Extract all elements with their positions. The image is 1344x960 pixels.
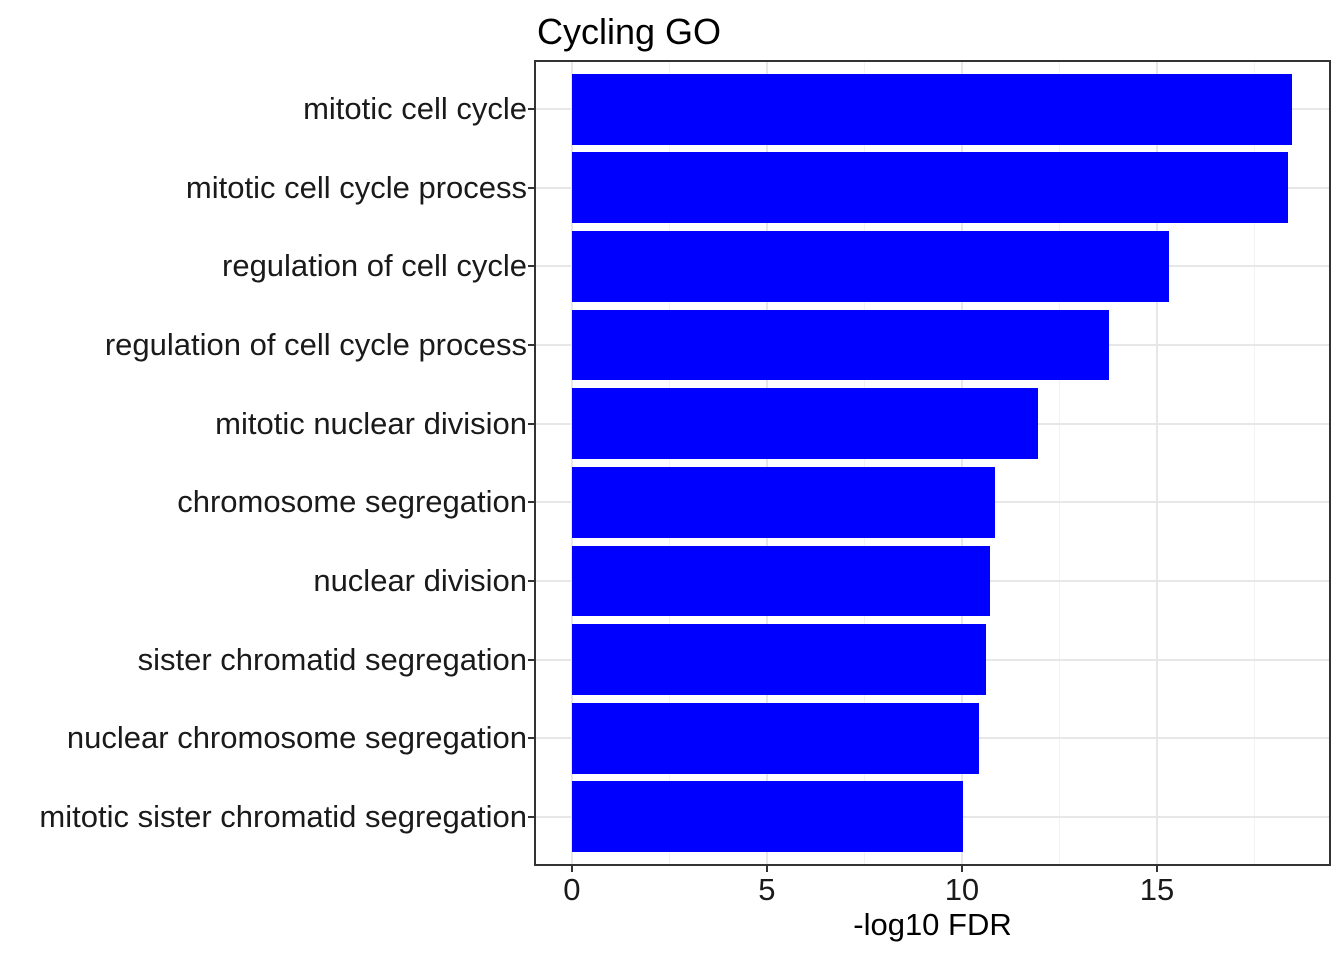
gridline-minor-vertical: [1058, 62, 1060, 864]
y-axis-tick: [528, 579, 536, 582]
y-axis-label: chromosome segregation: [177, 484, 527, 520]
y-axis-tick: [528, 344, 536, 347]
y-axis-label: regulation of cell cycle process: [104, 327, 527, 363]
gridline-major-vertical: [570, 62, 573, 864]
x-axis-tick-label: 15: [1139, 872, 1175, 907]
bar: [571, 466, 995, 538]
bar: [571, 388, 1038, 460]
y-axis-tick: [528, 658, 536, 661]
y-axis-tick: [528, 265, 536, 268]
bar: [571, 624, 986, 695]
y-axis-label: mitotic nuclear division: [215, 405, 527, 441]
y-axis-label: nuclear division: [313, 562, 527, 598]
gridline-major-vertical: [960, 62, 963, 864]
x-axis-tick: [1155, 864, 1158, 872]
y-axis-label: mitotic sister chromatid segregation: [39, 798, 527, 834]
bar: [571, 73, 1292, 145]
y-axis-tick: [528, 186, 536, 189]
y-axis-label: regulation of cell cycle: [222, 248, 527, 284]
y-axis-label: nuclear chromosome segregation: [66, 720, 527, 756]
x-axis-tick: [765, 864, 768, 872]
bar: [571, 231, 1170, 302]
bar: [571, 309, 1109, 381]
y-axis-tick: [528, 737, 536, 740]
y-axis-label: sister chromatid segregation: [137, 641, 527, 677]
y-axis-label: mitotic cell cycle process: [185, 169, 527, 205]
y-axis-tick: [528, 501, 536, 504]
gridline-major-vertical: [1155, 62, 1158, 864]
bar: [571, 781, 964, 853]
gridline-minor-vertical: [1253, 62, 1255, 864]
x-axis-tick-label: 10: [944, 872, 980, 907]
bar: [571, 152, 1289, 224]
gridline-minor-vertical: [863, 62, 865, 864]
gridline-major-vertical: [765, 62, 768, 864]
gridline-minor-vertical: [668, 62, 670, 864]
bar: [571, 702, 980, 774]
x-axis-tick-label: 5: [758, 872, 776, 907]
bar: [571, 545, 990, 617]
y-axis-tick: [528, 422, 536, 425]
plot-panel: [534, 60, 1331, 866]
x-axis-tick-label: 0: [563, 872, 581, 907]
y-axis-tick: [528, 108, 536, 111]
x-axis-title: -log10 FDR: [853, 907, 1012, 942]
y-axis-tick: [528, 815, 536, 818]
chart-title: Cycling GO: [537, 11, 722, 52]
x-axis-tick: [570, 864, 573, 872]
y-axis-label: mitotic cell cycle: [303, 91, 527, 127]
x-axis-tick: [960, 864, 963, 872]
